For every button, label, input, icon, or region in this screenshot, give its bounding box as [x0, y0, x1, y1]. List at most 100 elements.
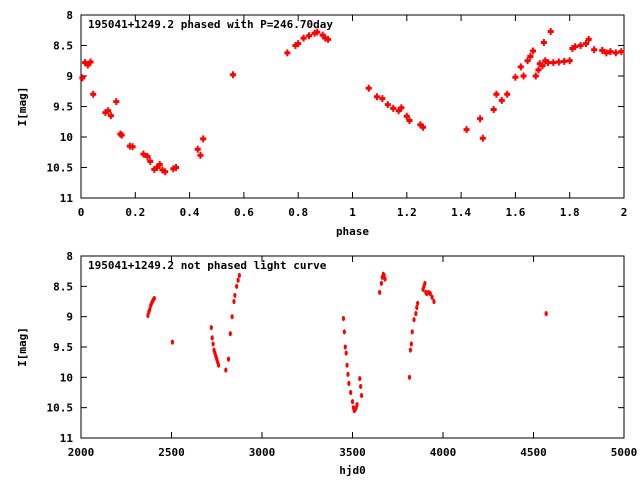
data-point	[236, 277, 240, 283]
data-point	[572, 43, 579, 51]
data-point	[530, 47, 537, 55]
data-point	[210, 335, 214, 341]
y-tick-label: 8.5	[53, 40, 73, 53]
data-point	[346, 371, 350, 377]
data-point	[233, 292, 237, 299]
x-tick-label: 2	[621, 206, 628, 219]
data-point	[102, 109, 109, 117]
data-point	[345, 362, 349, 368]
data-point	[300, 34, 307, 42]
data-point	[416, 300, 420, 306]
data-point	[84, 61, 91, 69]
data-point	[535, 66, 542, 74]
data-point	[527, 52, 534, 60]
data-point	[477, 115, 484, 123]
data-point	[599, 46, 606, 54]
data-point	[603, 49, 610, 57]
data-point	[140, 150, 147, 158]
data-point	[209, 324, 213, 331]
data-point	[412, 317, 416, 323]
data-point	[585, 35, 592, 43]
data-point	[230, 314, 234, 320]
x-tick-label: 2500	[158, 446, 185, 459]
data-point	[216, 362, 221, 368]
y-tick-label: 9	[66, 70, 73, 83]
data-point	[384, 101, 391, 109]
data-point	[230, 71, 237, 79]
y-axis-label: I[mag]	[16, 87, 29, 127]
x-axis-label: phase	[336, 225, 369, 238]
data-point	[358, 375, 362, 382]
data-point	[539, 62, 546, 70]
data-point	[349, 389, 353, 396]
data-point	[618, 48, 625, 56]
data-point	[170, 339, 175, 345]
data-point	[118, 131, 125, 139]
data-point	[420, 123, 427, 131]
y-axis-label: I[mag]	[16, 327, 29, 367]
data-point	[373, 93, 380, 101]
data-point	[194, 145, 201, 153]
data-point	[173, 164, 180, 171]
x-tick-label: 1.2	[397, 206, 417, 219]
data-point	[314, 28, 321, 36]
data-point	[159, 166, 166, 174]
data-point	[520, 72, 527, 80]
data-point	[156, 160, 163, 168]
data-point	[544, 311, 548, 317]
data-point	[325, 35, 332, 43]
plot-frame	[80, 255, 625, 439]
x-tick-label: 4000	[430, 446, 457, 459]
x-tick-label: 0.2	[125, 206, 145, 219]
data-point	[211, 341, 215, 347]
data-point	[319, 31, 326, 39]
data-point	[390, 104, 397, 112]
x-tick-label: 1	[349, 206, 356, 219]
y-tick-label: 8.5	[53, 280, 73, 293]
y-tick-label: 9	[66, 311, 73, 324]
data-point	[582, 40, 589, 48]
data-point	[342, 329, 346, 335]
data-point	[398, 104, 405, 112]
data-point	[90, 90, 97, 98]
data-point	[547, 27, 554, 35]
data-point	[612, 49, 619, 57]
data-point	[410, 329, 414, 335]
data-point	[498, 96, 505, 104]
data-point	[409, 341, 413, 347]
data-point	[540, 38, 547, 46]
data-point	[517, 63, 524, 71]
data-point	[417, 121, 424, 129]
data-point	[536, 60, 543, 68]
data-point	[224, 367, 228, 373]
data-point	[430, 294, 434, 300]
data-point	[395, 107, 402, 115]
data-point	[162, 168, 169, 176]
x-tick-label: 0.8	[288, 206, 308, 219]
data-point	[544, 59, 551, 67]
data-point	[343, 344, 347, 350]
data-point	[147, 157, 154, 165]
data-point	[406, 117, 413, 125]
data-point	[414, 311, 418, 317]
data-point	[550, 59, 557, 67]
x-tick-label: 1.8	[560, 206, 580, 219]
x-tick-label: 2000	[68, 446, 95, 459]
x-tick-label: 4500	[520, 446, 547, 459]
x-tick-label: 5000	[611, 446, 638, 459]
data-point	[341, 315, 346, 322]
data-point	[463, 126, 470, 134]
data-point	[379, 280, 384, 286]
data-point	[607, 48, 614, 56]
data-point	[105, 107, 112, 115]
data-point	[490, 106, 497, 114]
x-tick-label: 0	[78, 206, 85, 219]
data-point	[524, 57, 531, 65]
y-tick-label: 9.5	[53, 101, 73, 114]
data-point	[107, 112, 114, 120]
data-point	[555, 58, 562, 66]
data-point	[226, 356, 231, 362]
data-point	[532, 72, 539, 80]
data-point	[228, 331, 232, 337]
data-point	[350, 399, 355, 405]
